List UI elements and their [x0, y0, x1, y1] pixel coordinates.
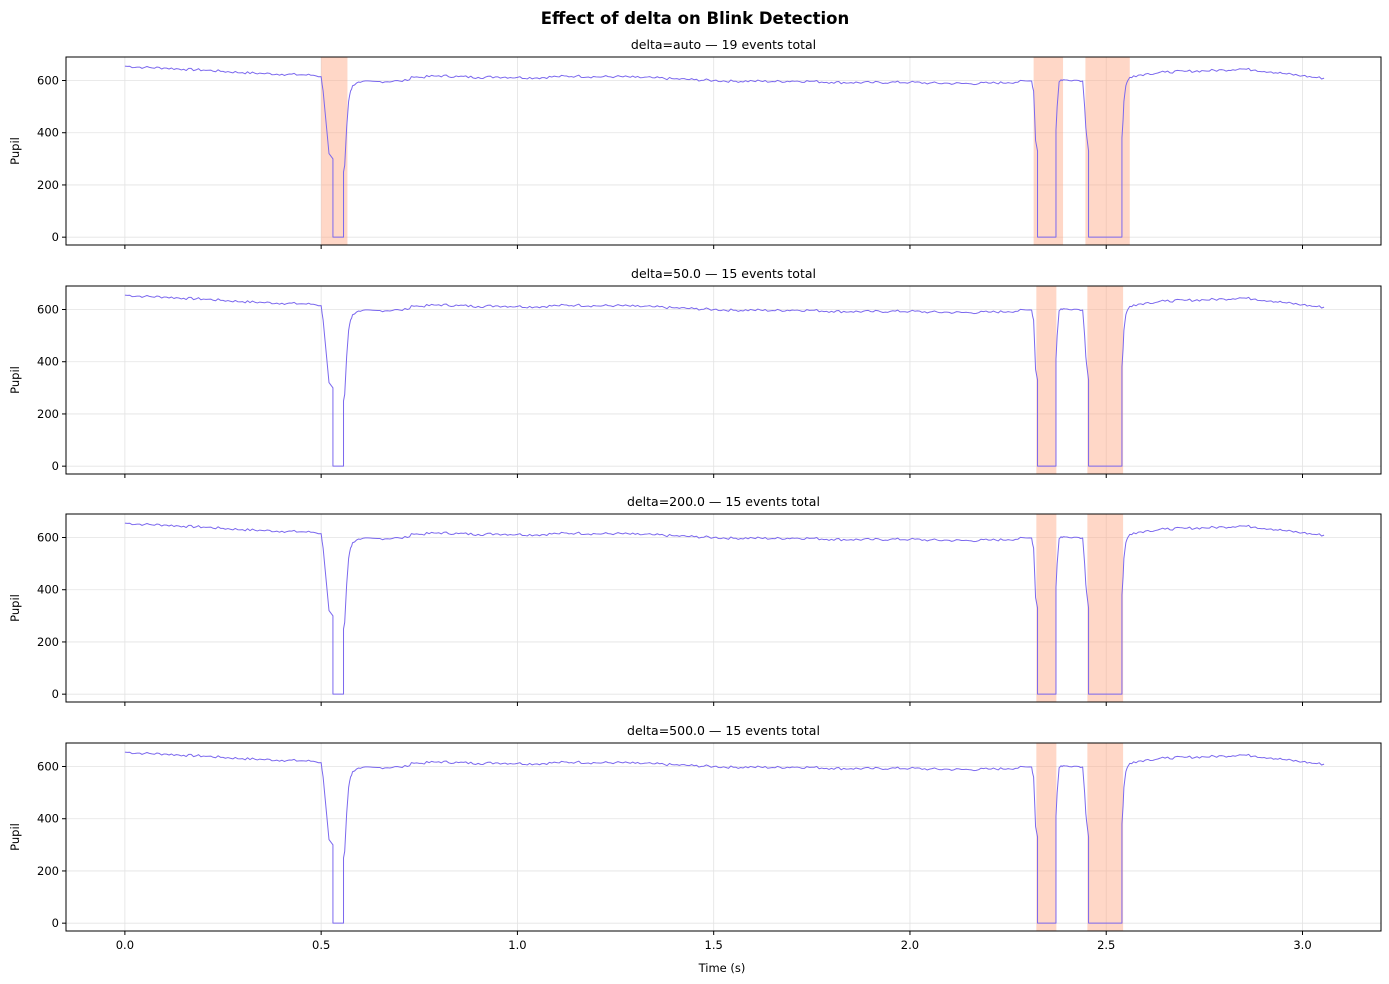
y-tick-label: 600: [37, 74, 59, 88]
pupil-line: [124, 65, 1325, 238]
y-tick-label: 200: [37, 864, 59, 878]
pupil-line: [124, 522, 1325, 695]
blink-region: [1036, 514, 1057, 702]
y-tick-label: 600: [37, 303, 59, 317]
y-tick-label: 600: [37, 531, 59, 545]
x-tick-label: 1.5: [705, 938, 723, 952]
blink-region: [1087, 514, 1124, 702]
x-tick-label: 0.5: [312, 938, 330, 952]
y-tick-label: 0: [52, 916, 59, 930]
y-tick-label: 400: [37, 355, 59, 369]
panel-title: delta=50.0 — 15 events total: [631, 266, 816, 281]
y-tick-label: 0: [52, 459, 59, 473]
blink-region: [1085, 57, 1130, 245]
x-axis-label: Time (s): [698, 961, 746, 975]
x-tick-label: 2.5: [1097, 938, 1115, 952]
blink-region: [1087, 286, 1124, 474]
panel-1: delta=auto — 19 events total 0 200 400 600 Pu…: [8, 37, 1382, 249]
y-axis-label: Pupil: [8, 594, 22, 622]
x-tick-label: 0.0: [116, 938, 134, 952]
subplot-panels: delta=auto — 19 events total 0 200 400 600 Pu…: [8, 37, 1382, 952]
blink-region: [1087, 743, 1124, 931]
panel-4: delta=500.0 — 15 events total 0 200 400 600 0…: [8, 723, 1382, 952]
y-tick-label: 200: [37, 407, 59, 421]
pupil-line: [124, 294, 1325, 467]
x-tick-label: 1.0: [508, 938, 526, 952]
panel-title: delta=200.0 — 15 events total: [627, 494, 820, 509]
y-tick-label: 400: [37, 126, 59, 140]
figure-title: Effect of delta on Blink Detection: [541, 9, 849, 28]
y-tick-label: 0: [52, 230, 59, 244]
x-tick-label: 2.0: [901, 938, 919, 952]
y-axis-label: Pupil: [8, 823, 22, 851]
y-axis-label: Pupil: [8, 137, 22, 165]
axes-frame: [65, 56, 1382, 246]
panel-3: delta=200.0 — 15 events total 0 200 400 600 P…: [8, 494, 1382, 706]
pupil-line: [124, 751, 1325, 924]
blink-region: [1036, 286, 1057, 474]
axes-frame: [65, 285, 1382, 475]
y-tick-label: 0: [52, 687, 59, 701]
y-tick-label: 400: [37, 583, 59, 597]
y-tick-label: 200: [37, 635, 59, 649]
axes-frame: [65, 742, 1382, 932]
panel-title: delta=500.0 — 15 events total: [627, 723, 820, 738]
y-axis-label: Pupil: [8, 366, 22, 394]
blink-region: [1036, 743, 1057, 931]
y-tick-label: 600: [37, 760, 59, 774]
x-tick-label: 3.0: [1293, 938, 1311, 952]
panel-2: delta=50.0 — 15 events total 0 200 400 600 Pu…: [8, 266, 1382, 478]
y-tick-label: 400: [37, 812, 59, 826]
axes-frame: [65, 513, 1382, 703]
panel-title: delta=auto — 19 events total: [631, 37, 816, 52]
y-tick-label: 200: [37, 178, 59, 192]
